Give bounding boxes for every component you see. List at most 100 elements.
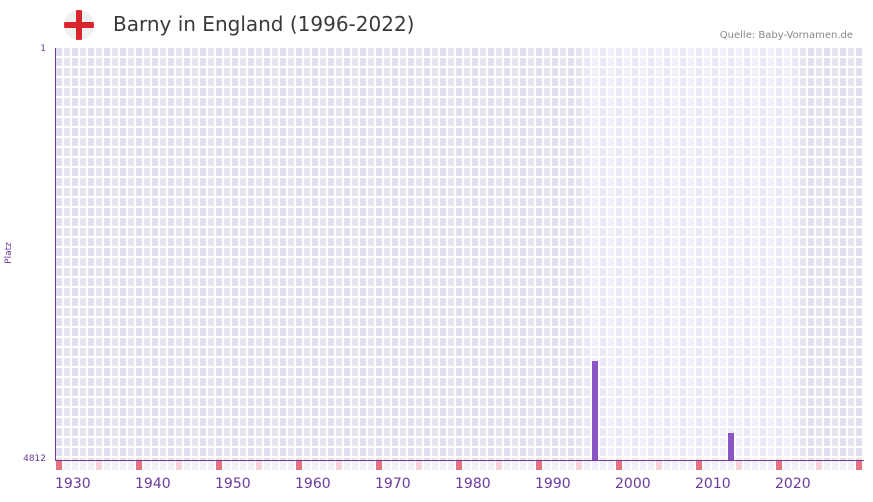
- y-tick-bottom: 4812: [23, 454, 46, 464]
- england-flag-icon: [64, 10, 94, 40]
- year-marker: [656, 461, 662, 470]
- year-marker: [56, 461, 62, 470]
- year-marker: [736, 461, 742, 470]
- x-tick-label: 1980: [455, 476, 491, 492]
- year-marker: [424, 461, 430, 470]
- year-marker: [448, 461, 454, 470]
- year-marker: [848, 461, 854, 470]
- year-marker: [808, 461, 814, 470]
- year-marker: [600, 461, 606, 470]
- year-marker: [232, 461, 238, 470]
- x-tick-label: 1990: [535, 476, 571, 492]
- year-marker: [496, 461, 502, 470]
- year-marker: [208, 461, 214, 470]
- year-marker: [120, 461, 126, 470]
- year-marker: [568, 461, 574, 470]
- year-marker: [616, 461, 622, 470]
- year-marker: [672, 461, 678, 470]
- x-tick-label: 2010: [695, 476, 731, 492]
- year-marker: [536, 461, 542, 470]
- year-marker: [632, 461, 638, 470]
- y-axis-title: Platz: [3, 242, 14, 264]
- year-marker: [584, 461, 590, 470]
- year-marker: [280, 461, 286, 470]
- year-marker: [528, 461, 534, 470]
- year-marker: [64, 461, 70, 470]
- year-marker: [104, 461, 110, 470]
- highlight-range-band: [584, 48, 800, 460]
- year-marker: [296, 461, 302, 470]
- year-marker: [328, 461, 334, 470]
- year-marker: [592, 461, 598, 470]
- year-marker: [512, 461, 518, 470]
- year-marker: [72, 461, 78, 470]
- x-tick-label: 1930: [55, 476, 91, 492]
- year-marker: [376, 461, 382, 470]
- year-marker: [560, 461, 566, 470]
- year-marker: [320, 461, 326, 470]
- year-marker: [240, 461, 246, 470]
- year-marker: [648, 461, 654, 470]
- bar-1996[interactable]: [592, 361, 598, 460]
- year-marker: [712, 461, 718, 470]
- y-axis-line: [55, 48, 56, 461]
- year-marker: [856, 461, 862, 470]
- year-marker: [640, 461, 646, 470]
- year-marker: [752, 461, 758, 470]
- year-marker: [624, 461, 630, 470]
- year-marker: [352, 461, 358, 470]
- year-marker: [824, 461, 830, 470]
- year-marker: [96, 461, 102, 470]
- year-marker: [440, 461, 446, 470]
- year-marker: [152, 461, 158, 470]
- chart-title: Barny in England (1996-2022): [113, 12, 415, 36]
- year-marker: [360, 461, 366, 470]
- x-tick-label: 2000: [615, 476, 651, 492]
- year-marker: [840, 461, 846, 470]
- year-marker: [416, 461, 422, 470]
- year-marker: [112, 461, 118, 470]
- year-marker: [256, 461, 262, 470]
- year-marker: [184, 461, 190, 470]
- bar-2013[interactable]: [728, 433, 734, 460]
- x-tick-label: 1960: [295, 476, 331, 492]
- year-marker: [136, 461, 142, 470]
- year-marker: [336, 461, 342, 470]
- year-marker: [80, 461, 86, 470]
- year-markers: [56, 461, 864, 470]
- x-axis-line: [55, 460, 864, 461]
- source-link[interactable]: Quelle: Baby-Vornamen.de: [719, 30, 853, 41]
- year-marker: [576, 461, 582, 470]
- year-marker: [408, 461, 414, 470]
- year-marker: [552, 461, 558, 470]
- year-marker: [128, 461, 134, 470]
- year-marker: [168, 461, 174, 470]
- year-marker: [216, 461, 222, 470]
- year-marker: [680, 461, 686, 470]
- year-marker: [608, 461, 614, 470]
- year-marker: [392, 461, 398, 470]
- year-marker: [816, 461, 822, 470]
- year-marker: [192, 461, 198, 470]
- year-marker: [264, 461, 270, 470]
- year-marker: [688, 461, 694, 470]
- year-marker: [800, 461, 806, 470]
- year-marker: [488, 461, 494, 470]
- x-tick-label: 2020: [775, 476, 811, 492]
- year-marker: [544, 461, 550, 470]
- year-marker: [704, 461, 710, 470]
- year-marker: [368, 461, 374, 470]
- year-marker: [88, 461, 94, 470]
- year-marker: [176, 461, 182, 470]
- y-tick-top: 1: [40, 44, 46, 54]
- x-tick-label: 1950: [215, 476, 251, 492]
- year-marker: [792, 461, 798, 470]
- year-marker: [312, 461, 318, 470]
- year-marker: [520, 461, 526, 470]
- year-marker: [344, 461, 350, 470]
- plot-area: [56, 48, 864, 460]
- year-marker: [784, 461, 790, 470]
- year-marker: [744, 461, 750, 470]
- year-marker: [432, 461, 438, 470]
- year-marker: [272, 461, 278, 470]
